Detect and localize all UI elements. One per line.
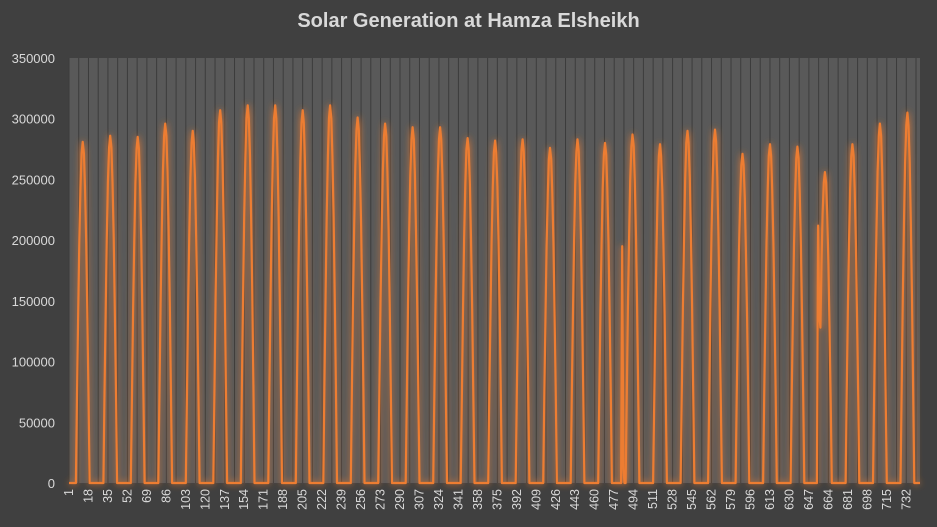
x-tick-label: 137 (218, 489, 232, 510)
x-tick-label: 647 (802, 489, 816, 510)
x-axis: 1 18 35 52 69 86 103 120 137 154 171 188 205 222 239 25… (62, 489, 913, 510)
y-tick-label: 250000 (12, 172, 55, 187)
x-tick-label: 545 (685, 489, 699, 510)
x-tick-label: 460 (588, 489, 602, 510)
x-tick-label: 307 (412, 489, 426, 510)
y-tick-label: 200000 (12, 233, 55, 248)
x-tick-label: 103 (179, 489, 193, 510)
x-tick-label: 154 (237, 489, 251, 510)
x-tick-label: 256 (354, 489, 368, 510)
x-tick-label: 715 (880, 489, 894, 510)
x-tick-label: 222 (315, 489, 329, 510)
y-tick-label: 50000 (19, 415, 55, 430)
y-tick-label: 150000 (12, 294, 55, 309)
x-tick-label: 477 (607, 489, 621, 510)
x-tick-label: 188 (276, 489, 290, 510)
x-tick-label: 273 (374, 489, 388, 510)
x-tick-label: 596 (743, 489, 757, 510)
plot-area (69, 58, 920, 483)
x-tick-label: 511 (646, 489, 660, 509)
y-tick-label: 350000 (12, 51, 55, 66)
x-tick-label: 443 (568, 489, 582, 510)
series-line (69, 104, 920, 485)
x-tick-label: 698 (860, 489, 874, 510)
x-tick-label: 562 (705, 489, 719, 510)
y-tick-label: 0 (48, 476, 55, 491)
x-tick-label: 290 (393, 489, 407, 510)
gridlines (68, 58, 917, 483)
x-tick-label: 409 (529, 489, 543, 510)
x-tick-label: 426 (549, 489, 563, 510)
y-tick-label: 100000 (12, 355, 55, 370)
x-tick-label: 579 (724, 489, 738, 510)
x-tick-label: 35 (101, 489, 115, 503)
x-tick-label: 528 (666, 489, 680, 510)
x-tick-label: 375 (490, 489, 504, 510)
x-tick-label: 358 (471, 489, 485, 510)
x-tick-label: 86 (159, 489, 173, 503)
y-axis: 0 50000 100000 150000 200000 250000 300000 3500… (12, 51, 55, 491)
x-tick-label: 664 (821, 489, 835, 510)
x-tick-label: 1 (62, 489, 76, 496)
y-tick-label: 300000 (12, 112, 55, 127)
x-tick-label: 205 (296, 489, 310, 510)
x-tick-label: 239 (335, 489, 349, 510)
x-tick-label: 324 (432, 489, 446, 510)
x-tick-label: 69 (140, 489, 154, 503)
x-tick-label: 732 (899, 489, 913, 510)
x-tick-label: 120 (198, 489, 212, 510)
x-tick-label: 681 (841, 489, 855, 510)
x-tick-label: 494 (627, 489, 641, 510)
x-tick-label: 171 (257, 489, 271, 510)
x-tick-label: 613 (763, 489, 777, 510)
x-tick-label: 392 (510, 489, 524, 510)
x-tick-label: 18 (81, 489, 95, 503)
x-tick-label: 52 (120, 489, 134, 503)
x-tick-label: 341 (451, 489, 465, 510)
x-tick-label: 630 (782, 489, 796, 510)
chart-title: Solar Generation at Hamza Elsheikh (297, 10, 640, 32)
